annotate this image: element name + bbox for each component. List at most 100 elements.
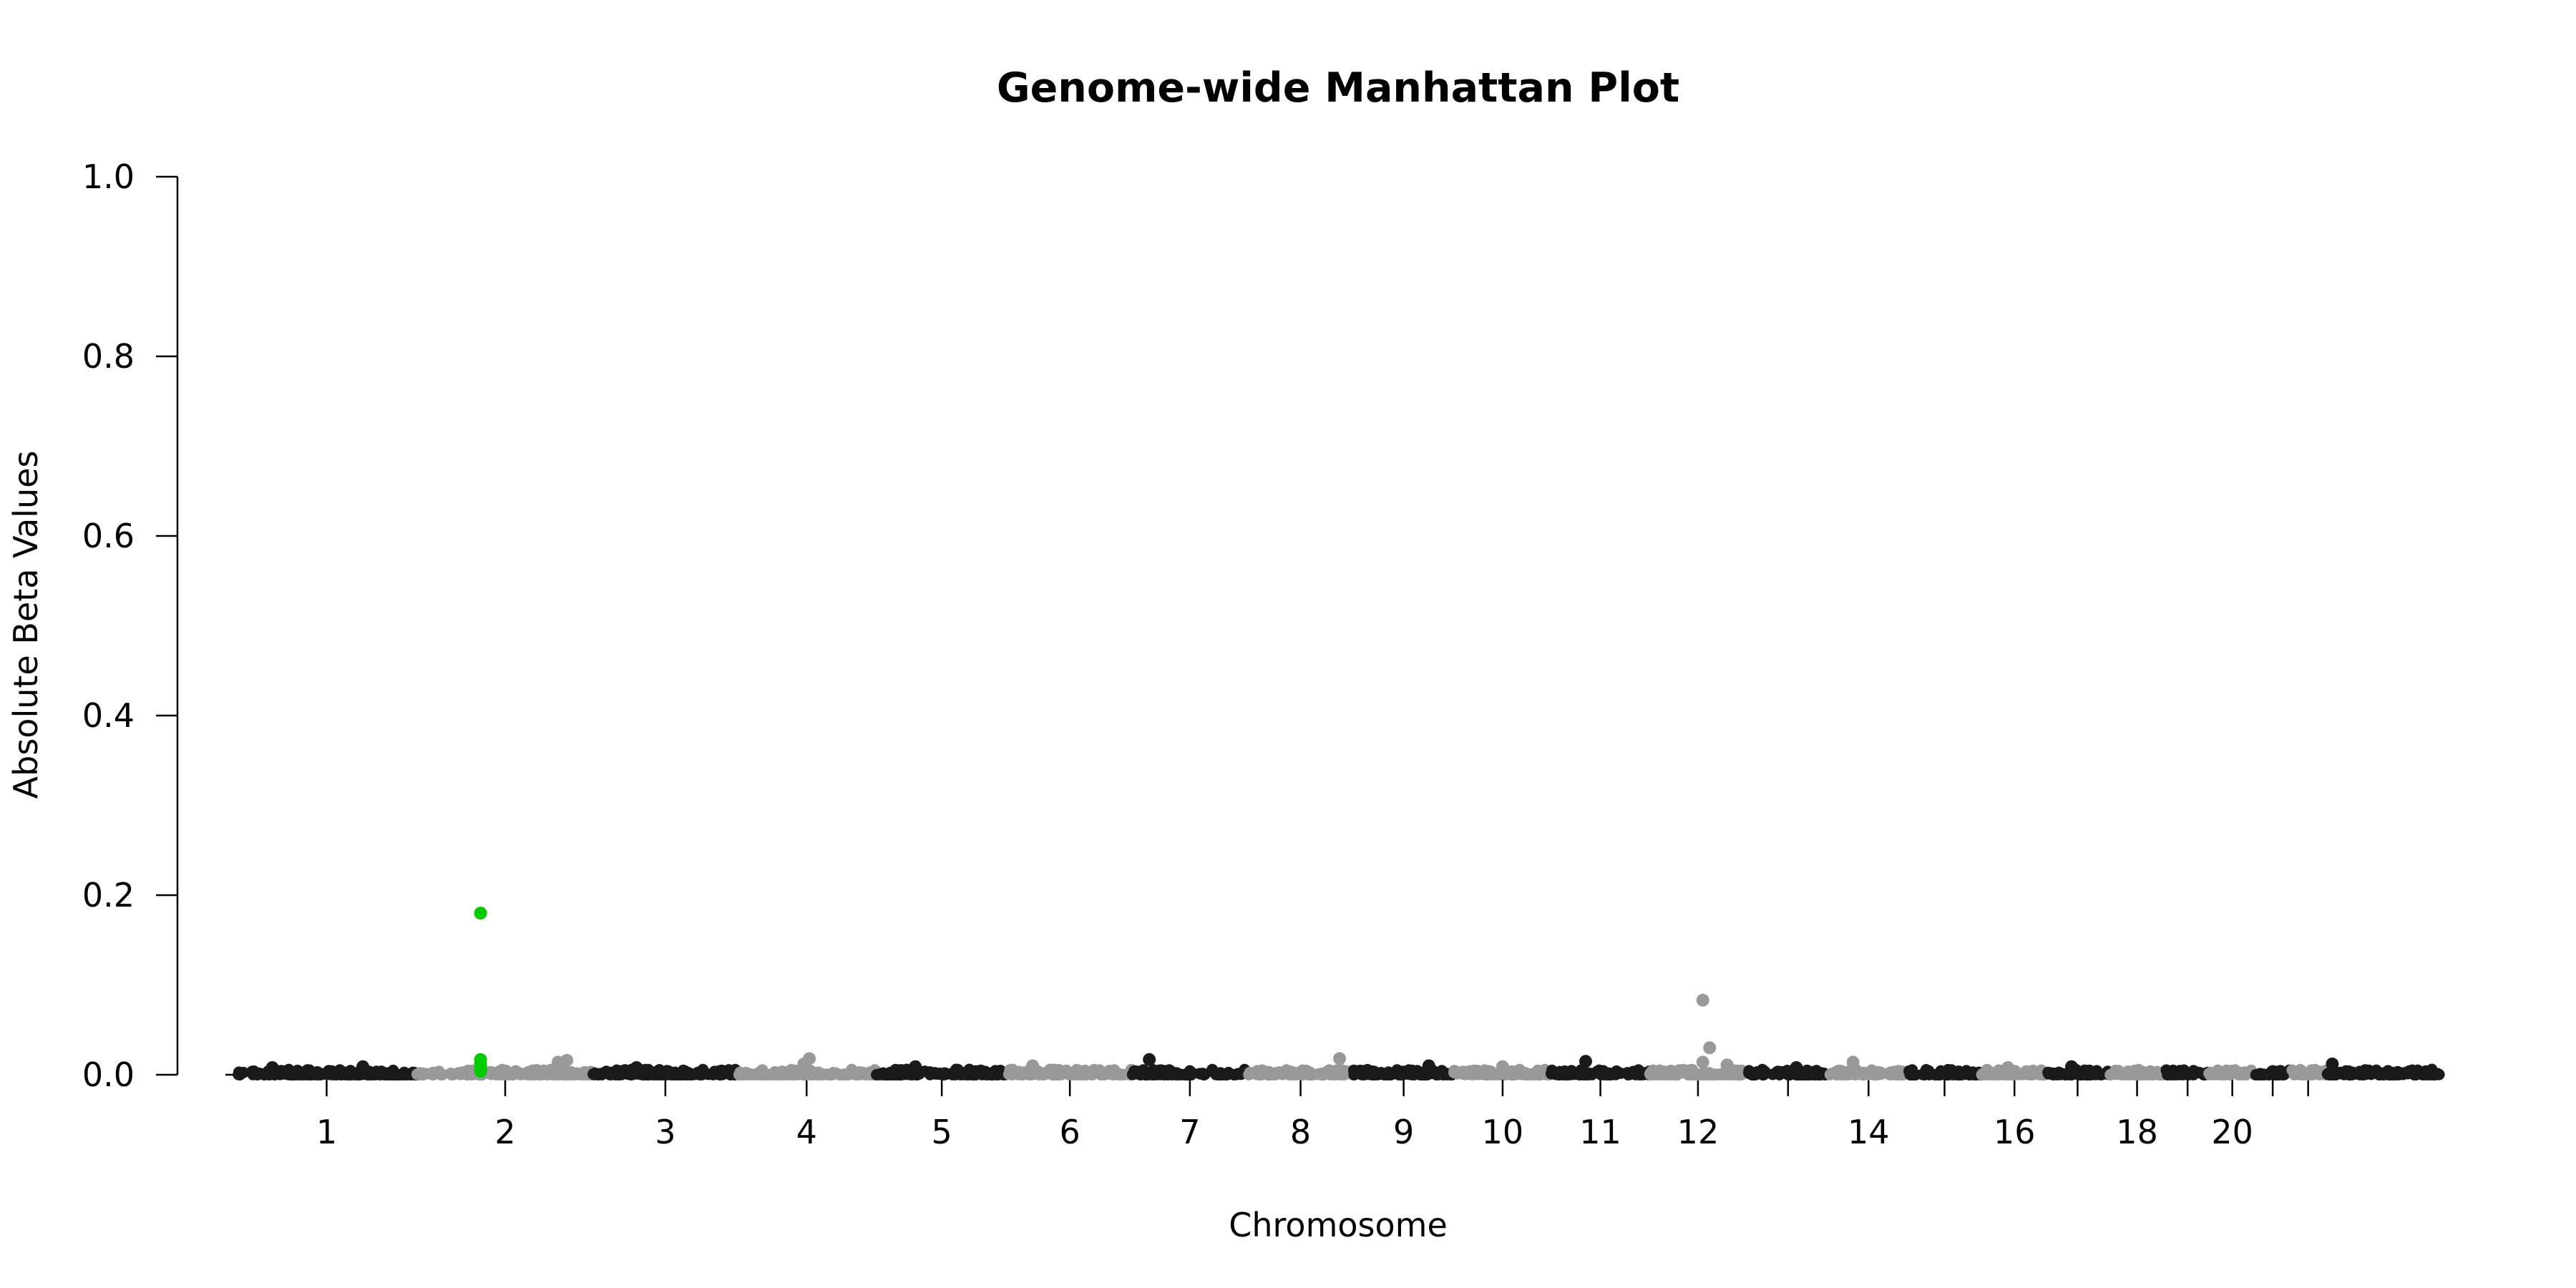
data-point xyxy=(2065,1060,2078,1073)
background-point xyxy=(1601,1069,1613,1080)
background-point xyxy=(1184,1069,1196,1080)
background-point xyxy=(2294,1063,2306,1075)
x-tick-label: 16 xyxy=(1994,1113,2036,1151)
data-point xyxy=(1579,1055,1592,1068)
background-point xyxy=(1116,1068,1128,1080)
background-point xyxy=(2338,1068,2350,1080)
background-point xyxy=(2119,1068,2131,1080)
highlight-point xyxy=(474,907,487,920)
background-point xyxy=(2239,1068,2251,1080)
background-point xyxy=(1677,1066,1689,1078)
background-point xyxy=(1436,1065,1448,1077)
x-tick-label: 20 xyxy=(2211,1113,2253,1151)
background-point xyxy=(1842,1069,1854,1080)
background-point xyxy=(1357,1069,1370,1080)
background-point xyxy=(282,1065,294,1078)
background-point xyxy=(1825,1068,1838,1080)
data-point xyxy=(356,1060,370,1073)
background-point xyxy=(669,1069,681,1080)
background-point xyxy=(1804,1069,1816,1080)
x-tick-label: 3 xyxy=(655,1113,675,1151)
background-point xyxy=(1073,1065,1085,1077)
background-point xyxy=(1746,1068,1758,1080)
x-tick-label: 9 xyxy=(1393,1113,1414,1151)
background-point xyxy=(976,1068,988,1080)
background-point xyxy=(1195,1068,1206,1080)
background-point xyxy=(1137,1064,1149,1076)
background-point xyxy=(335,1065,347,1078)
background-point xyxy=(303,1068,316,1079)
background-point xyxy=(1451,1068,1463,1080)
background-point xyxy=(1635,1067,1646,1079)
background-point xyxy=(1244,1068,1257,1080)
background-point xyxy=(896,1064,908,1076)
data-point xyxy=(909,1060,922,1073)
background-point xyxy=(1609,1068,1621,1080)
background-point xyxy=(1956,1068,1968,1080)
background-point xyxy=(1292,1067,1304,1079)
y-tick-label: 0.8 xyxy=(82,337,135,376)
x-tick-label: 6 xyxy=(1060,1113,1080,1151)
y-tick-label: 0.6 xyxy=(82,517,135,555)
background-point xyxy=(1221,1068,1234,1080)
background-point xyxy=(2165,1066,2177,1078)
data-point xyxy=(1790,1061,1803,1074)
x-tick-label: 11 xyxy=(1579,1113,1621,1151)
highlight-point xyxy=(474,1065,487,1078)
background-point xyxy=(849,1069,862,1080)
data-point xyxy=(560,1053,574,1067)
background-point xyxy=(1327,1066,1339,1078)
background-point xyxy=(2143,1067,2155,1079)
data-point xyxy=(265,1061,279,1074)
background-point xyxy=(643,1068,655,1080)
background-point xyxy=(871,1069,882,1080)
data-point xyxy=(1026,1059,1040,1073)
background-point xyxy=(539,1066,551,1078)
x-tick-label: 8 xyxy=(1290,1113,1311,1151)
background-point xyxy=(324,1068,336,1080)
x-axis-label: Chromosome xyxy=(1229,1206,1448,1244)
background-point xyxy=(502,1068,514,1080)
data-point xyxy=(1696,1055,1709,1069)
background-point xyxy=(932,1068,944,1080)
y-tick-label: 1.0 xyxy=(82,157,135,196)
background-point xyxy=(1163,1064,1175,1076)
background-point xyxy=(2268,1068,2280,1080)
background-point xyxy=(366,1069,379,1080)
background-point xyxy=(513,1067,525,1079)
data-point xyxy=(630,1061,643,1074)
background-point xyxy=(1556,1068,1568,1080)
background-point xyxy=(1046,1069,1058,1080)
background-point xyxy=(1004,1064,1016,1076)
data-point xyxy=(1703,1041,1717,1055)
background-point xyxy=(400,1068,412,1080)
background-point xyxy=(427,1069,439,1080)
background-point xyxy=(1931,1069,1943,1080)
background-point xyxy=(1063,1068,1075,1080)
background-point xyxy=(1386,1068,1398,1080)
background-point xyxy=(592,1069,605,1080)
background-point xyxy=(2323,1068,2334,1080)
x-tick-label: 12 xyxy=(1677,1113,1719,1151)
background-point xyxy=(751,1068,763,1080)
background-point xyxy=(523,1068,535,1080)
background-point xyxy=(2397,1068,2409,1080)
background-point xyxy=(2286,1064,2298,1076)
background-point xyxy=(1478,1068,1491,1080)
background-point xyxy=(571,1067,583,1079)
data-point xyxy=(1422,1059,1435,1073)
background-point xyxy=(1304,1066,1316,1078)
y-tick-label: 0.0 xyxy=(82,1055,135,1094)
background-point xyxy=(1397,1068,1409,1080)
data-point xyxy=(1496,1060,1509,1073)
background-point xyxy=(377,1068,389,1080)
background-point xyxy=(1871,1069,1883,1080)
background-point xyxy=(1981,1065,1993,1078)
background-point xyxy=(827,1067,839,1078)
background-point xyxy=(2258,1068,2270,1080)
data-point xyxy=(1720,1058,1734,1072)
background-point xyxy=(2183,1068,2195,1080)
background-point xyxy=(2206,1068,2218,1080)
background-point xyxy=(2079,1068,2092,1080)
